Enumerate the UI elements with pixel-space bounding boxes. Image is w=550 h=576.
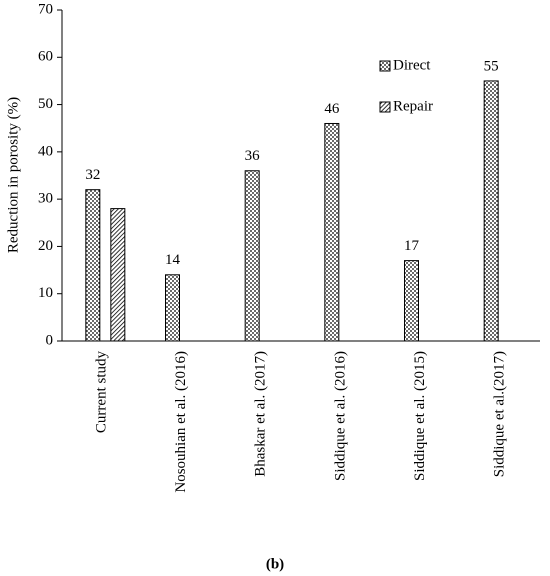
x-tick-label: Siddique et al. (2016) (332, 351, 348, 481)
y-tick-label: 20 (38, 238, 53, 254)
y-tick-label: 50 (38, 96, 53, 112)
x-tick-label: Siddique et al. (2015) (412, 351, 428, 481)
bar (165, 274, 180, 342)
data-label: 32 (85, 167, 100, 183)
bar (85, 189, 101, 342)
data-label: 14 (165, 252, 181, 268)
data-label: 55 (484, 58, 499, 74)
y-tick-label: 0 (46, 332, 54, 348)
data-label: 46 (324, 101, 340, 117)
y-tick-label: 40 (38, 143, 53, 159)
y-tick-label: 70 (38, 1, 53, 17)
bar (244, 170, 260, 342)
x-tick-label: Current study (93, 351, 109, 434)
y-tick-label: 60 (38, 49, 53, 65)
legend-swatch (379, 60, 391, 72)
bar (483, 80, 499, 342)
caption: (b) (266, 556, 284, 572)
y-tick-label: 10 (38, 285, 53, 301)
y-tick-label: 30 (38, 191, 53, 207)
x-tick-label: Nosouhian et al. (2016) (173, 351, 189, 493)
data-label: 36 (245, 148, 261, 164)
bar (404, 260, 419, 342)
x-tick-label: Siddique et al.(2017) (492, 351, 508, 477)
bar (324, 122, 340, 342)
bar (110, 208, 126, 342)
y-axis-label: Reduction in porosity (%) (5, 97, 21, 253)
legend-swatch (379, 101, 391, 113)
legend-label: Direct (393, 57, 431, 73)
data-label: 17 (404, 238, 420, 254)
legend-label: Repair (393, 98, 433, 114)
x-tick-label: Bhaskar et al. (2017) (253, 351, 269, 477)
